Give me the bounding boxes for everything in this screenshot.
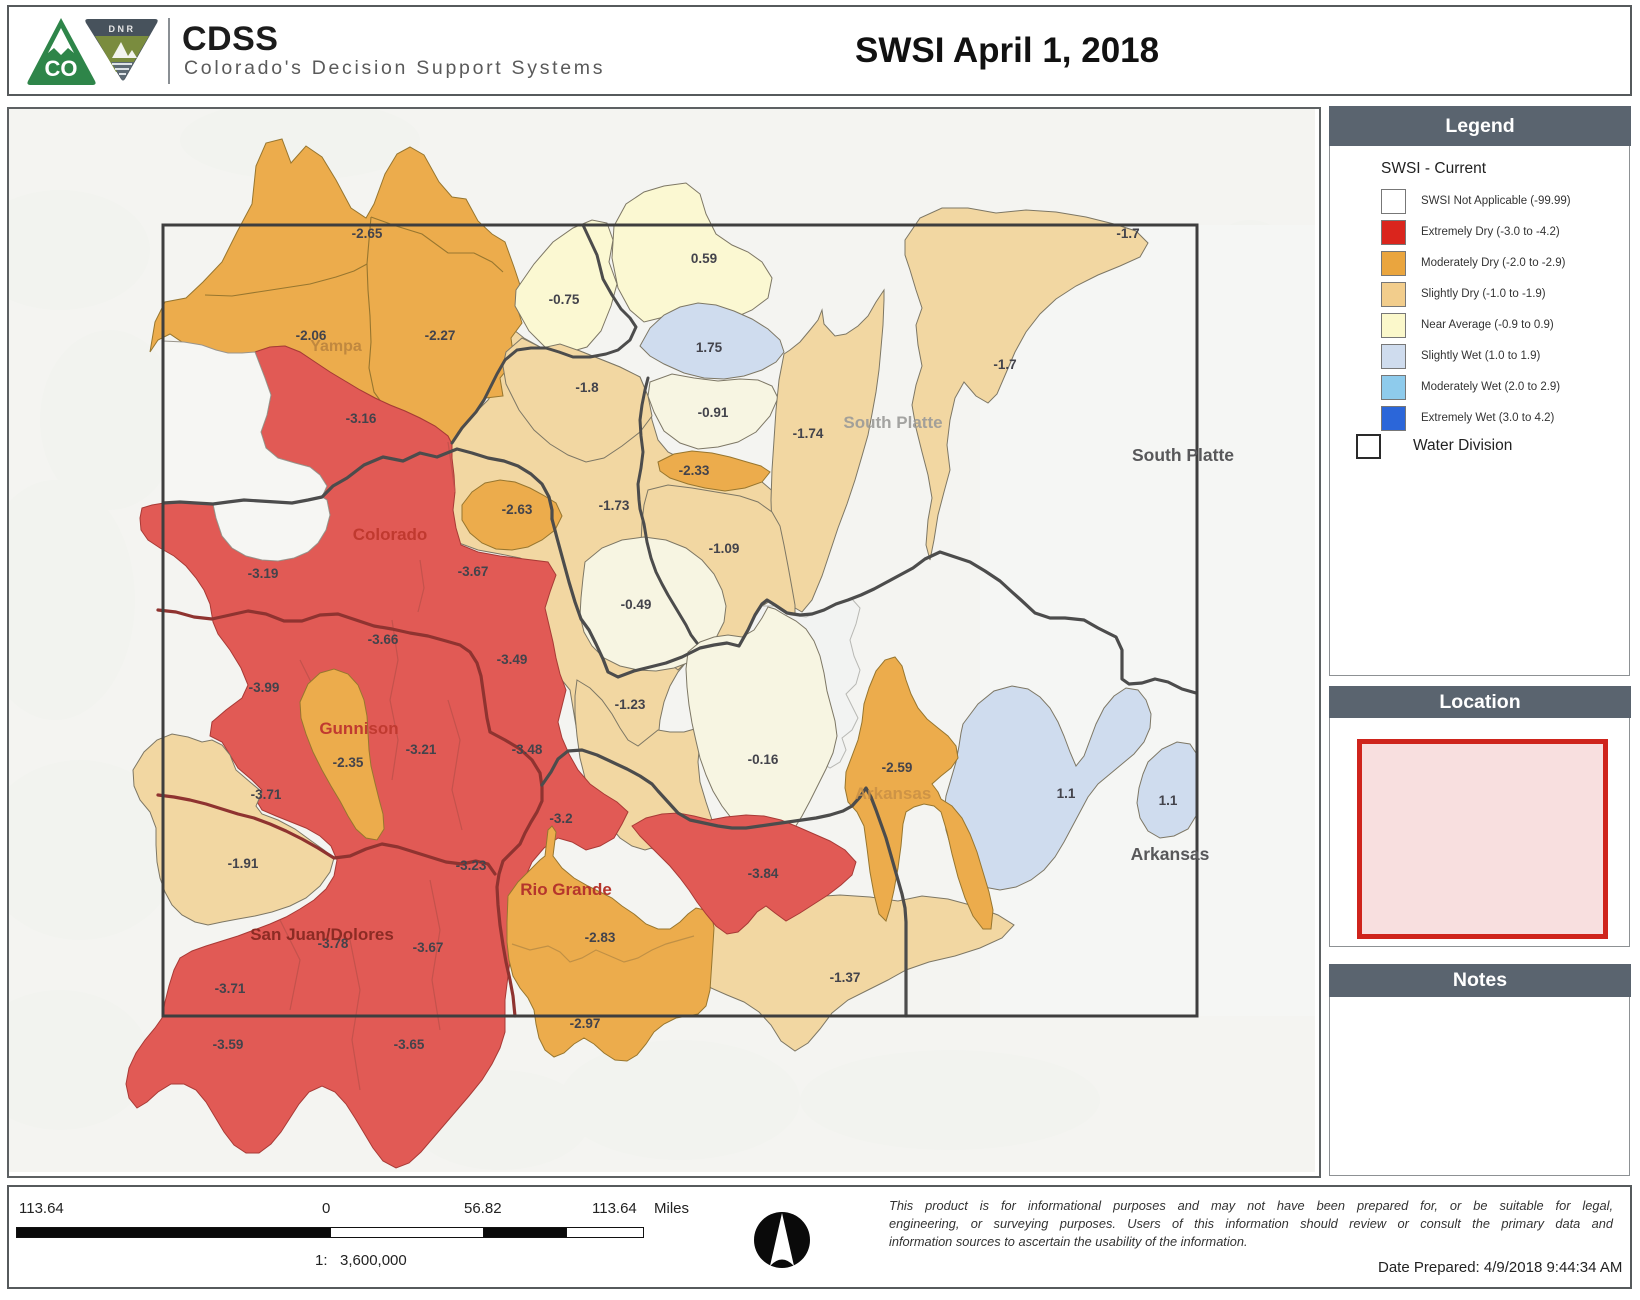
svg-text:Gunnison: Gunnison bbox=[319, 719, 398, 738]
svg-text:CO: CO bbox=[45, 56, 78, 81]
svg-text:-0.75: -0.75 bbox=[549, 292, 580, 307]
svg-text:1.75: 1.75 bbox=[696, 340, 723, 355]
svg-text:-0.91: -0.91 bbox=[698, 405, 729, 420]
svg-text:-3.66: -3.66 bbox=[368, 632, 399, 647]
svg-text:-0.16: -0.16 bbox=[748, 752, 779, 767]
svg-text:South Platte: South Platte bbox=[843, 413, 942, 432]
svg-text:-3.65: -3.65 bbox=[394, 1037, 425, 1052]
svg-text:-3.78: -3.78 bbox=[318, 936, 349, 951]
svg-text:-3.49: -3.49 bbox=[497, 652, 528, 667]
svg-text:-2.83: -2.83 bbox=[585, 930, 616, 945]
svg-text:-3.23: -3.23 bbox=[456, 858, 487, 873]
svg-text:-1.91: -1.91 bbox=[228, 856, 259, 871]
svg-text:-3.19: -3.19 bbox=[248, 566, 279, 581]
svg-text:DNR: DNR bbox=[109, 24, 136, 34]
svg-text:-2.33: -2.33 bbox=[679, 463, 710, 478]
svg-text:-2.97: -2.97 bbox=[570, 1016, 601, 1031]
svg-text:-3.67: -3.67 bbox=[458, 564, 489, 579]
svg-text:-3.59: -3.59 bbox=[213, 1037, 244, 1052]
svg-text:Rio Grande: Rio Grande bbox=[520, 880, 612, 899]
svg-text:-1.09: -1.09 bbox=[709, 541, 740, 556]
svg-text:Yampa: Yampa bbox=[310, 338, 362, 355]
svg-text:-1.7: -1.7 bbox=[1116, 226, 1139, 241]
svg-text:1.1: 1.1 bbox=[1057, 786, 1076, 801]
svg-text:South Platte: South Platte bbox=[1132, 445, 1234, 465]
svg-text:-1.74: -1.74 bbox=[793, 426, 824, 441]
svg-text:-3.71: -3.71 bbox=[251, 787, 282, 802]
svg-text:-0.49: -0.49 bbox=[621, 597, 652, 612]
svg-text:-3.2: -3.2 bbox=[549, 811, 572, 826]
svg-text:-1.8: -1.8 bbox=[575, 380, 599, 395]
svg-text:-3.16: -3.16 bbox=[346, 411, 377, 426]
svg-text:-1.23: -1.23 bbox=[615, 697, 646, 712]
svg-text:-1.73: -1.73 bbox=[599, 498, 630, 513]
svg-text:-2.35: -2.35 bbox=[333, 755, 364, 770]
svg-text:-2.63: -2.63 bbox=[502, 502, 533, 517]
svg-text:-2.65: -2.65 bbox=[352, 226, 383, 241]
svg-text:0.59: 0.59 bbox=[691, 251, 717, 266]
svg-text:-3.48: -3.48 bbox=[512, 742, 543, 757]
svg-text:Colorado: Colorado bbox=[353, 525, 428, 544]
svg-text:-1.7: -1.7 bbox=[993, 357, 1016, 372]
svg-text:-3.84: -3.84 bbox=[748, 866, 779, 881]
svg-text:-1.37: -1.37 bbox=[830, 970, 861, 985]
svg-text:-2.27: -2.27 bbox=[425, 328, 456, 343]
svg-text:1.1: 1.1 bbox=[1159, 793, 1178, 808]
svg-text:Arkansas: Arkansas bbox=[1131, 844, 1210, 864]
svg-text:-2.59: -2.59 bbox=[882, 760, 913, 775]
svg-text:-3.71: -3.71 bbox=[215, 981, 246, 996]
svg-text:Arkansas: Arkansas bbox=[855, 784, 932, 803]
svg-text:-2.06: -2.06 bbox=[296, 328, 327, 343]
svg-text:-3.67: -3.67 bbox=[413, 940, 444, 955]
svg-text:-3.99: -3.99 bbox=[249, 680, 280, 695]
svg-text:San Juan/Dolores: San Juan/Dolores bbox=[250, 925, 394, 944]
svg-text:-3.21: -3.21 bbox=[406, 742, 437, 757]
